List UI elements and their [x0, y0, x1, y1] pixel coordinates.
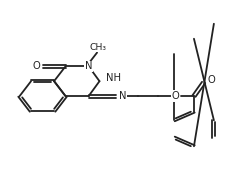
Text: O: O: [207, 75, 215, 85]
Text: CH₃: CH₃: [90, 43, 107, 52]
Text: N: N: [85, 61, 92, 71]
Text: N: N: [119, 91, 126, 101]
Text: NH: NH: [106, 73, 121, 83]
Text: O: O: [172, 91, 180, 101]
Text: O: O: [33, 61, 40, 71]
